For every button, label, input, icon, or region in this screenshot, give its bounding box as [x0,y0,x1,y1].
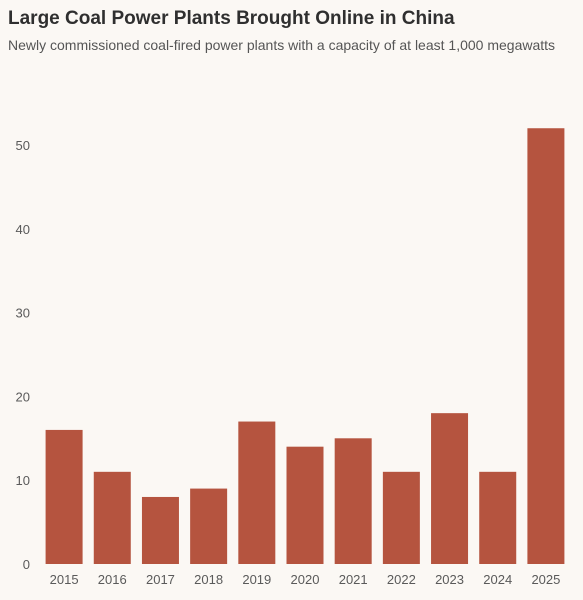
x-tick-label: 2024 [483,572,512,587]
x-tick-label: 2023 [435,572,464,587]
bar-2025 [527,128,565,565]
bar-2015 [45,429,83,564]
x-tick-label: 2019 [242,572,271,587]
bar-2019 [238,421,276,564]
bar-2024 [479,471,517,564]
y-tick-label: 40 [16,222,30,237]
bar-2018 [190,488,228,564]
y-axis-ticks: 0 10 20 30 40 50 [16,138,30,572]
x-tick-label: 2015 [50,572,79,587]
x-tick-label: 2021 [339,572,368,587]
bar-2021 [334,438,372,564]
y-tick-label: 20 [16,389,30,404]
bar-2022 [382,471,420,564]
y-tick-label: 30 [16,306,30,321]
chart-title: Large Coal Power Plants Brought Online i… [8,8,455,29]
x-tick-label: 2020 [291,572,320,587]
x-axis-ticks: 2015 2016 2017 2018 2019 2020 2021 2022 2023 2024… [50,572,561,587]
bar-2020 [286,446,324,564]
x-tick-label: 2022 [387,572,416,587]
y-tick-label: 10 [16,473,30,488]
chart-subtitle: Newly commissioned coal-fired power plan… [8,37,556,53]
bars [45,128,565,565]
y-tick-label: 0 [23,557,30,572]
x-tick-label: 2018 [194,572,223,587]
x-tick-label: 2025 [531,572,560,587]
bar-2016 [93,471,131,564]
x-tick-label: 2016 [98,572,127,587]
bar-2017 [141,496,179,564]
bar-2023 [431,413,469,564]
x-tick-label: 2017 [146,572,175,587]
y-tick-label: 50 [16,138,30,153]
